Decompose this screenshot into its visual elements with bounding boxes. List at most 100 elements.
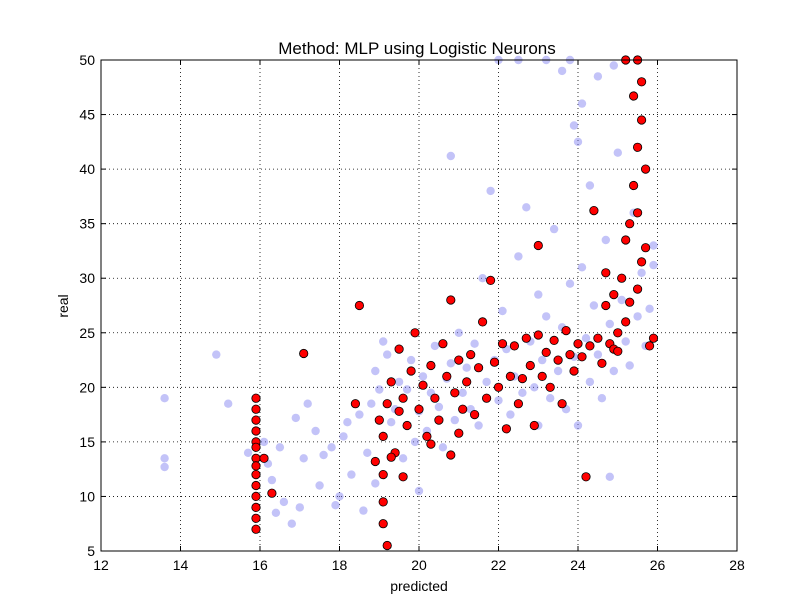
data-point-blue bbox=[649, 260, 658, 270]
x-tick-label: 24 bbox=[570, 557, 586, 573]
data-point-red bbox=[414, 404, 424, 414]
data-point-red bbox=[430, 393, 440, 403]
data-point-red bbox=[628, 91, 639, 101]
data-point-red bbox=[625, 297, 635, 307]
y-axis-label: real bbox=[55, 294, 71, 317]
data-point-blue bbox=[486, 186, 495, 196]
y-tick-label: 40 bbox=[79, 161, 95, 177]
x-tick-label: 12 bbox=[93, 557, 109, 573]
data-point-red bbox=[577, 352, 587, 362]
data-point-blue bbox=[585, 181, 595, 190]
data-point-red bbox=[382, 399, 392, 409]
data-point-red bbox=[426, 360, 436, 371]
data-point-blue bbox=[371, 366, 380, 376]
data-point-red bbox=[382, 540, 392, 551]
data-point-blue bbox=[474, 421, 483, 430]
data-point-red bbox=[386, 452, 396, 462]
data-point-red bbox=[454, 355, 464, 365]
axis-ticks: 12 14 16 18 20 22 24 26 28 5 10 15 20 25 30 35 40 45 50 bbox=[79, 52, 745, 573]
data-point-blue bbox=[379, 337, 388, 346]
data-point-blue bbox=[212, 350, 221, 359]
data-point-red bbox=[378, 469, 388, 480]
data-point-red bbox=[621, 317, 631, 327]
data-point-red bbox=[636, 77, 647, 87]
data-point-blue bbox=[553, 366, 563, 376]
data-point-red bbox=[398, 472, 408, 482]
data-point-blue bbox=[565, 279, 575, 288]
data-point-red bbox=[585, 341, 595, 351]
data-point-blue bbox=[569, 121, 579, 130]
data-point-blue bbox=[160, 394, 169, 403]
grid-lines bbox=[100, 59, 738, 552]
data-points bbox=[160, 55, 659, 551]
data-point-blue bbox=[609, 366, 618, 376]
data-point-red bbox=[541, 347, 551, 357]
data-point-blue bbox=[462, 363, 471, 372]
data-point-blue bbox=[359, 506, 368, 515]
data-point-red bbox=[561, 325, 571, 336]
data-point-red bbox=[469, 409, 480, 420]
data-point-red bbox=[617, 273, 627, 283]
data-point-blue bbox=[625, 361, 634, 370]
data-point-blue bbox=[418, 372, 428, 381]
y-tick-label: 50 bbox=[79, 52, 95, 68]
data-point-blue bbox=[478, 274, 487, 283]
data-point-blue bbox=[494, 396, 503, 405]
data-point-blue bbox=[613, 148, 622, 157]
data-point-blue bbox=[279, 497, 289, 507]
data-point-blue bbox=[291, 413, 300, 423]
y-tick-label: 15 bbox=[79, 434, 95, 450]
y-tick-label: 35 bbox=[79, 216, 95, 232]
data-point-red bbox=[251, 404, 261, 414]
data-point-blue bbox=[259, 437, 269, 447]
data-point-blue bbox=[319, 450, 328, 460]
data-point-blue bbox=[573, 137, 583, 146]
data-point-blue bbox=[577, 99, 587, 108]
data-point-red bbox=[446, 295, 456, 305]
data-point-blue bbox=[383, 350, 392, 359]
data-point-red bbox=[485, 275, 496, 285]
data-point-red bbox=[410, 328, 420, 338]
x-tick-label: 26 bbox=[650, 557, 666, 573]
data-point-red bbox=[350, 399, 360, 409]
data-point-blue bbox=[645, 304, 654, 313]
data-point-blue bbox=[621, 337, 630, 346]
y-tick-label: 30 bbox=[79, 270, 95, 286]
data-point-blue bbox=[363, 448, 372, 457]
data-point-red bbox=[354, 300, 364, 311]
y-tick-label: 20 bbox=[79, 379, 95, 395]
data-point-blue bbox=[546, 394, 555, 403]
data-point-blue bbox=[355, 410, 364, 419]
data-point-blue bbox=[446, 359, 455, 368]
data-point-red bbox=[505, 371, 515, 381]
data-point-red bbox=[636, 257, 647, 267]
data-point-red bbox=[481, 393, 492, 403]
data-point-blue bbox=[315, 481, 324, 490]
data-point-red bbox=[251, 491, 261, 501]
data-point-red bbox=[632, 142, 643, 152]
data-point-red bbox=[251, 524, 261, 534]
data-point-red bbox=[632, 208, 643, 218]
data-point-red bbox=[259, 453, 269, 463]
data-point-blue bbox=[518, 388, 527, 397]
data-point-red bbox=[370, 456, 380, 467]
y-tick-label: 5 bbox=[87, 543, 95, 559]
x-tick-label: 20 bbox=[411, 557, 427, 573]
data-point-blue bbox=[454, 328, 463, 337]
data-point-red bbox=[402, 420, 412, 431]
data-point-blue bbox=[470, 339, 479, 348]
x-axis-label: predicted bbox=[390, 578, 448, 594]
data-point-blue bbox=[585, 377, 595, 387]
data-point-red bbox=[553, 355, 563, 365]
data-point-red bbox=[251, 502, 261, 512]
data-point-red bbox=[632, 284, 643, 294]
data-point-red bbox=[573, 339, 583, 349]
data-point-red bbox=[601, 300, 611, 311]
y-tick-label: 10 bbox=[79, 488, 95, 504]
data-point-blue bbox=[347, 470, 356, 479]
data-point-blue bbox=[160, 454, 169, 463]
data-point-red bbox=[251, 461, 261, 471]
data-point-blue bbox=[593, 72, 603, 81]
data-point-blue bbox=[633, 312, 642, 321]
